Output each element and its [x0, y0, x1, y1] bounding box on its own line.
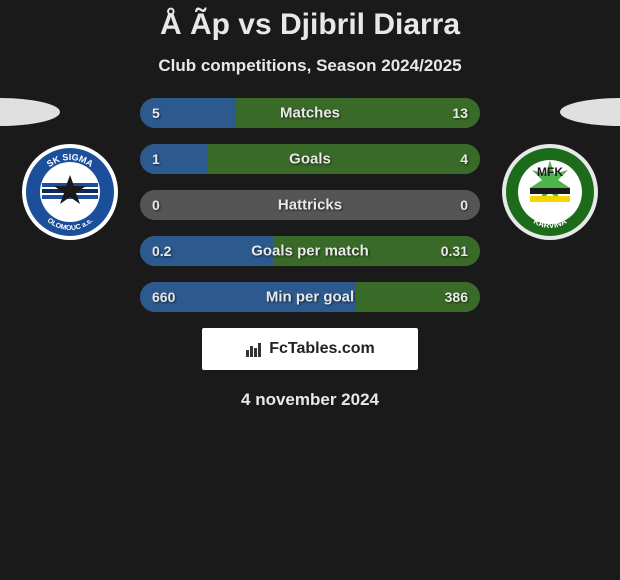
comparison-panel: SK SIGMA OLOMOUC a.s. MFK KARVINÁ 5 13 Mat…: [0, 98, 620, 410]
stat-right-value: 13: [452, 105, 468, 121]
stat-right-value: 4: [460, 151, 468, 167]
stat-right-value: 0.31: [441, 243, 468, 259]
stat-row: 660 386 Min per goal: [140, 282, 480, 312]
stat-left-value: 1: [152, 151, 160, 167]
attribution-text: FcTables.com: [269, 340, 375, 358]
stat-label: Goals: [289, 151, 331, 168]
stat-left-value: 5: [152, 105, 160, 121]
stat-row: 0 0 Hattricks: [140, 190, 480, 220]
stat-right-fill: [208, 144, 480, 174]
right-team-crest: MFK KARVINÁ: [500, 142, 600, 242]
left-team-crest: SK SIGMA OLOMOUC a.s.: [20, 142, 120, 242]
decorative-ellipse-right: [560, 98, 620, 126]
stat-left-value: 0: [152, 197, 160, 213]
stat-row: 1 4 Goals: [140, 144, 480, 174]
stat-label: Hattricks: [278, 197, 342, 214]
stat-left-fill: [140, 144, 208, 174]
stat-right-fill: [235, 98, 480, 128]
page-title: Å Ãp vs Djibril Diarra: [0, 0, 620, 42]
stat-label: Matches: [280, 105, 340, 122]
stat-right-value: 0: [460, 197, 468, 213]
stat-left-value: 0.2: [152, 243, 171, 259]
stat-label: Goals per match: [251, 243, 369, 260]
svg-text:MFK: MFK: [537, 165, 563, 179]
stat-right-value: 386: [445, 289, 468, 305]
attribution-badge: FcTables.com: [202, 328, 418, 370]
stat-row: 0.2 0.31 Goals per match: [140, 236, 480, 266]
stat-row: 5 13 Matches: [140, 98, 480, 128]
decorative-ellipse-left: [0, 98, 60, 126]
attribution-icon: [245, 340, 263, 358]
stat-bars: 5 13 Matches 1 4 Goals 0 0 Hattricks 0.2 0.31 Goals…: [140, 98, 480, 312]
stat-label: Min per goal: [266, 289, 354, 306]
subtitle: Club competitions, Season 2024/2025: [0, 56, 620, 76]
date-label: 4 november 2024: [0, 390, 620, 410]
stat-left-value: 660: [152, 289, 175, 305]
